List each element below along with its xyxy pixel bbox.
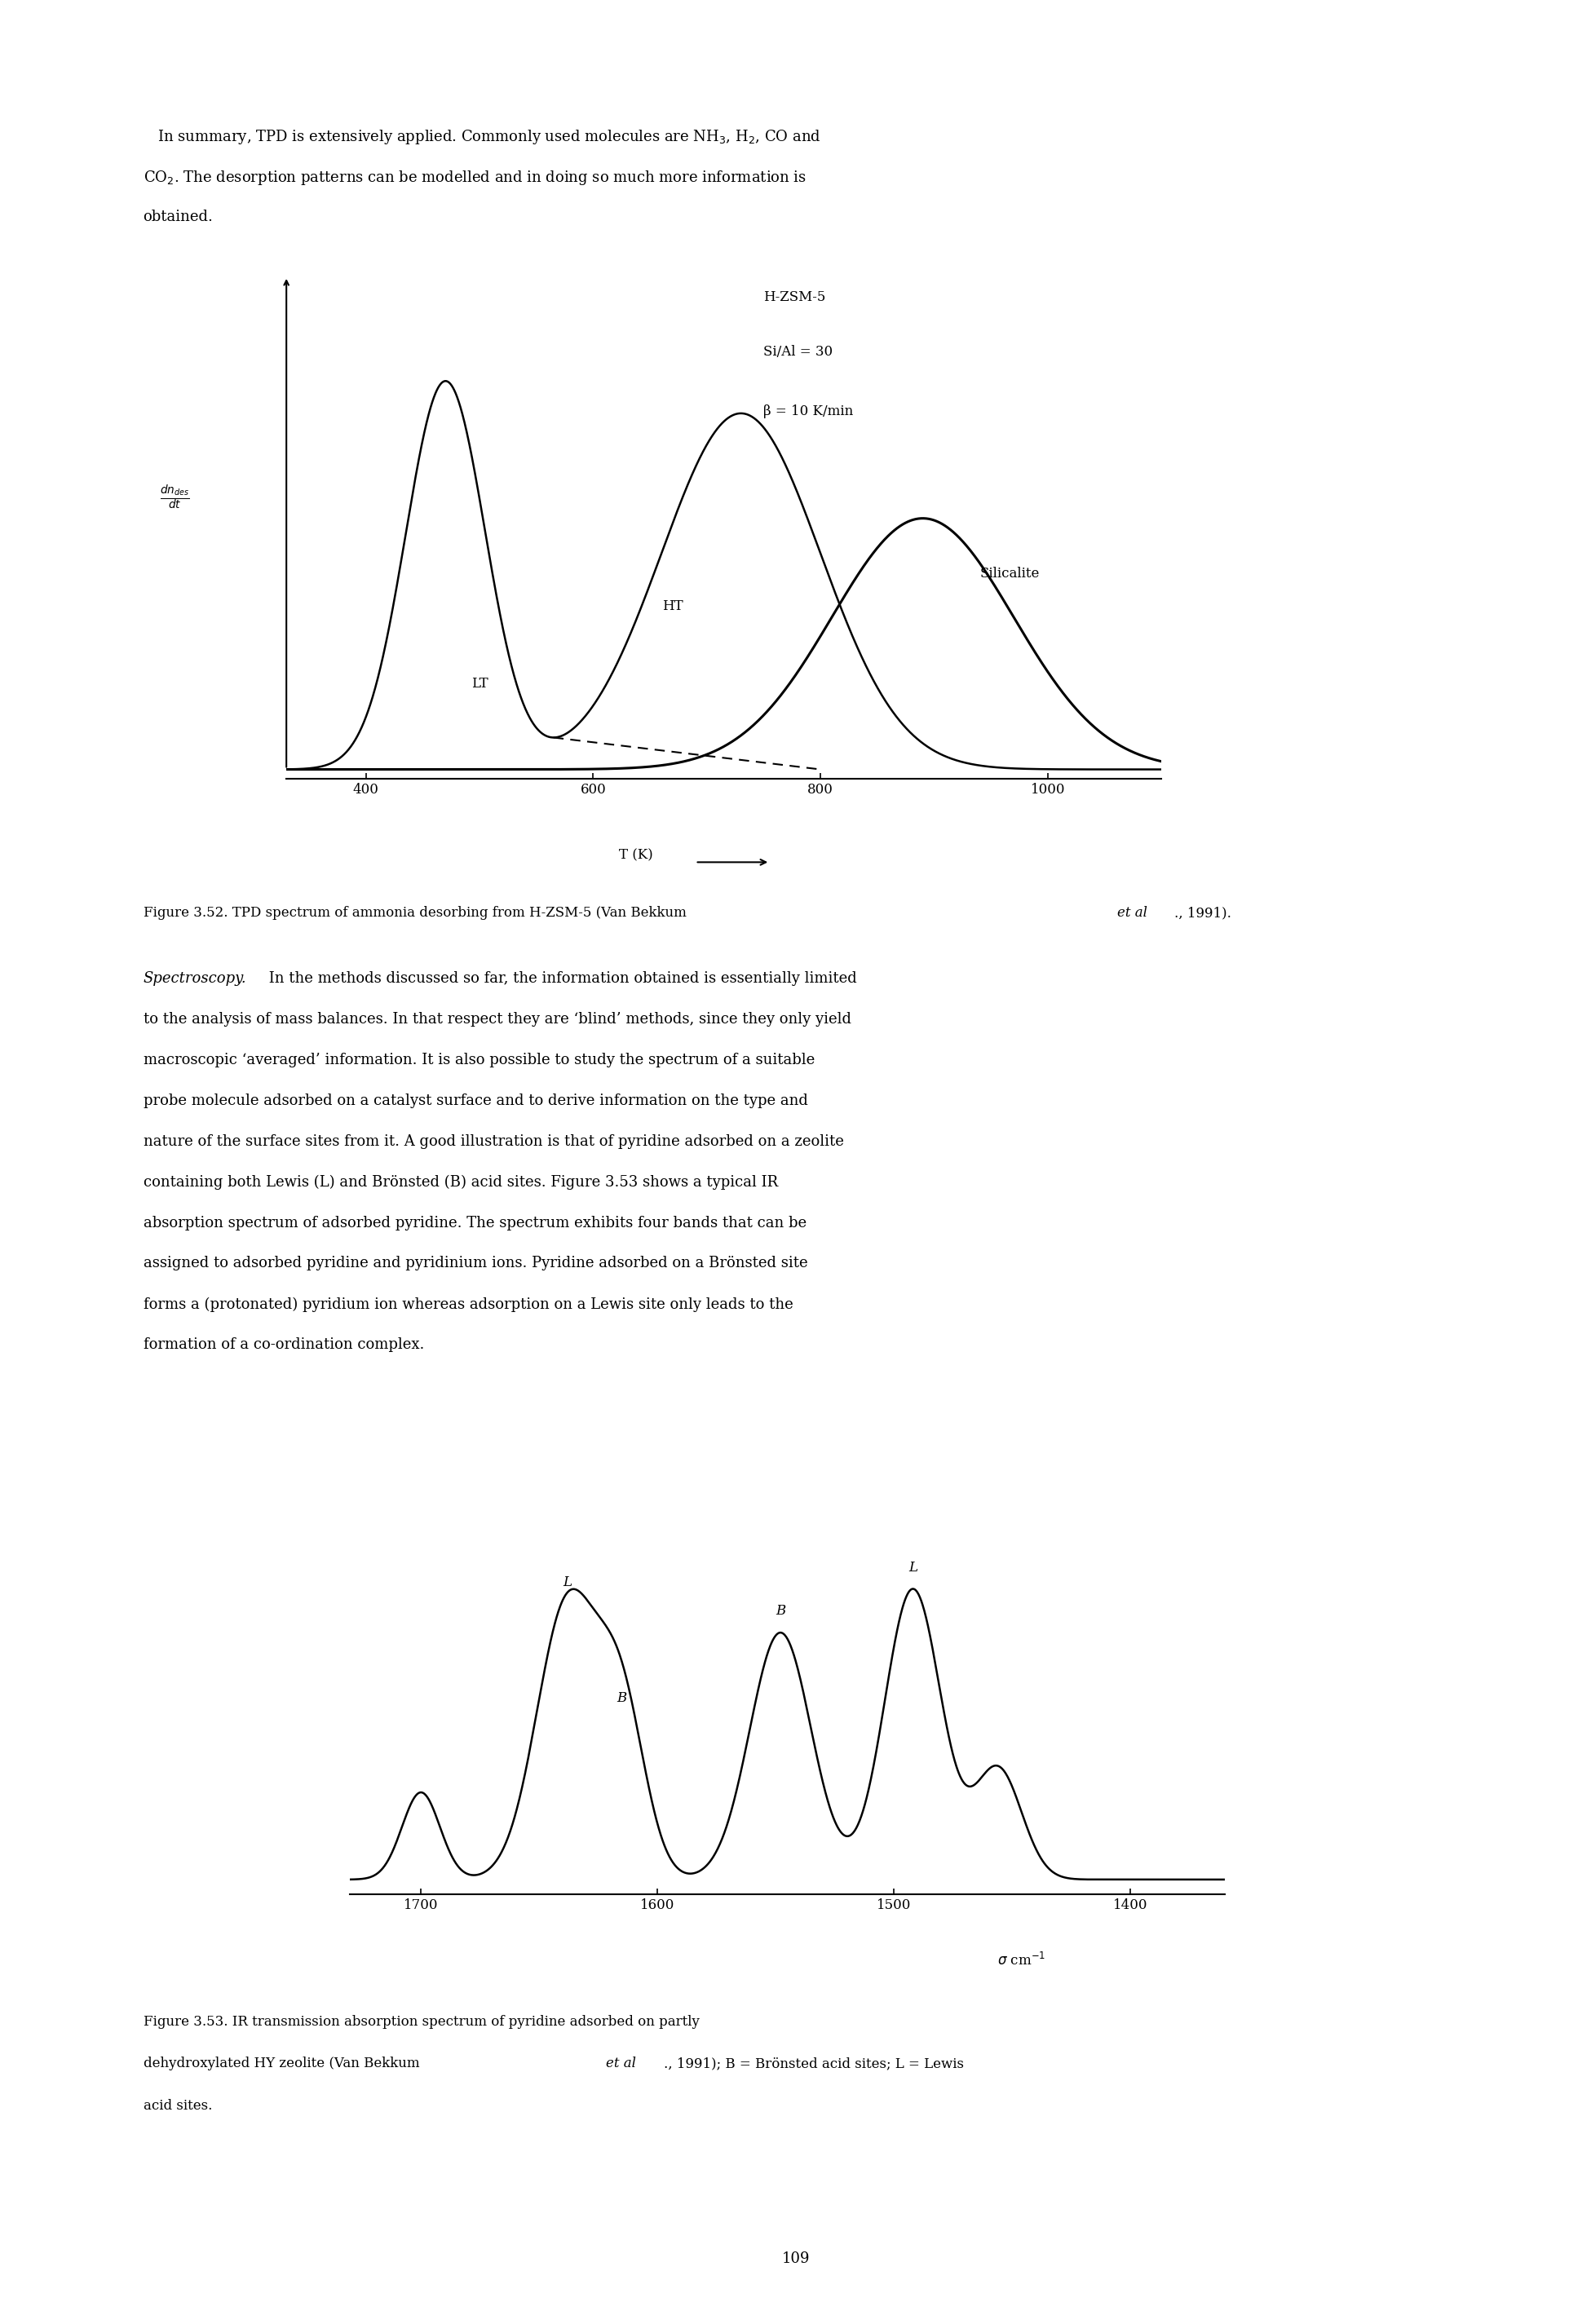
- Text: containing both Lewis (L) and Brönsted (B) acid sites. Figure 3.53 shows a typic: containing both Lewis (L) and Brönsted (…: [143, 1176, 778, 1190]
- Text: L: L: [563, 1576, 573, 1590]
- Text: obtained.: obtained.: [143, 209, 213, 223]
- Text: acid sites.: acid sites.: [143, 2099, 212, 2113]
- Text: In summary, TPD is extensively applied. Commonly used molecules are NH$_3$, H$_2: In summary, TPD is extensively applied. …: [143, 128, 821, 146]
- Text: T (K): T (K): [619, 848, 652, 862]
- Text: formation of a co-ordination complex.: formation of a co-ordination complex.: [143, 1339, 425, 1353]
- Text: et al: et al: [1117, 906, 1147, 920]
- Text: 109: 109: [781, 2252, 810, 2266]
- Text: ., 1991).: ., 1991).: [1174, 906, 1231, 920]
- Text: macroscopic ‘averaged’ information. It is also possible to study the spectrum of: macroscopic ‘averaged’ information. It i…: [143, 1053, 815, 1067]
- Text: $\frac{dn_{des}}{dt}$: $\frac{dn_{des}}{dt}$: [161, 483, 189, 511]
- Text: L: L: [908, 1562, 918, 1576]
- Text: assigned to adsorbed pyridine and pyridinium ions. Pyridine adsorbed on a Brönst: assigned to adsorbed pyridine and pyridi…: [143, 1257, 808, 1271]
- Text: Figure 3.52. TPD spectrum of ammonia desorbing from H-ZSM-5 (Van Bekkum: Figure 3.52. TPD spectrum of ammonia des…: [143, 906, 690, 920]
- Text: B: B: [617, 1692, 627, 1706]
- Text: Silicalite: Silicalite: [980, 567, 1039, 581]
- Text: absorption spectrum of adsorbed pyridine. The spectrum exhibits four bands that : absorption spectrum of adsorbed pyridine…: [143, 1215, 807, 1229]
- Text: LT: LT: [471, 676, 488, 690]
- Text: $\sigma$ cm$^{-1}$: $\sigma$ cm$^{-1}$: [998, 1952, 1045, 1968]
- Text: forms a (protonated) pyridium ion whereas adsorption on a Lewis site only leads : forms a (protonated) pyridium ion wherea…: [143, 1297, 792, 1311]
- Text: probe molecule adsorbed on a catalyst surface and to derive information on the t: probe molecule adsorbed on a catalyst su…: [143, 1095, 808, 1109]
- Text: Figure 3.53. IR transmission absorption spectrum of pyridine adsorbed on partly: Figure 3.53. IR transmission absorption …: [143, 2015, 700, 2029]
- Text: to the analysis of mass balances. In that respect they are ‘blind’ methods, sinc: to the analysis of mass balances. In tha…: [143, 1013, 851, 1027]
- Text: In the methods discussed so far, the information obtained is essentially limited: In the methods discussed so far, the inf…: [264, 971, 858, 985]
- Text: B: B: [775, 1604, 786, 1618]
- Text: ., 1991); B = Brönsted acid sites; L = Lewis: ., 1991); B = Brönsted acid sites; L = L…: [663, 2057, 964, 2071]
- Text: H-ZSM-5: H-ZSM-5: [764, 290, 826, 304]
- Text: Spectroscopy.: Spectroscopy.: [143, 971, 247, 985]
- Text: dehydroxylated HY zeolite (Van Bekkum: dehydroxylated HY zeolite (Van Bekkum: [143, 2057, 423, 2071]
- Text: Si/Al = 30: Si/Al = 30: [764, 344, 834, 358]
- Text: nature of the surface sites from it. A good illustration is that of pyridine ads: nature of the surface sites from it. A g…: [143, 1134, 843, 1148]
- Text: et al: et al: [606, 2057, 636, 2071]
- Text: CO$_2$. The desorption patterns can be modelled and in doing so much more inform: CO$_2$. The desorption patterns can be m…: [143, 170, 807, 186]
- Text: β = 10 K/min: β = 10 K/min: [764, 404, 854, 418]
- Text: HT: HT: [662, 600, 683, 614]
